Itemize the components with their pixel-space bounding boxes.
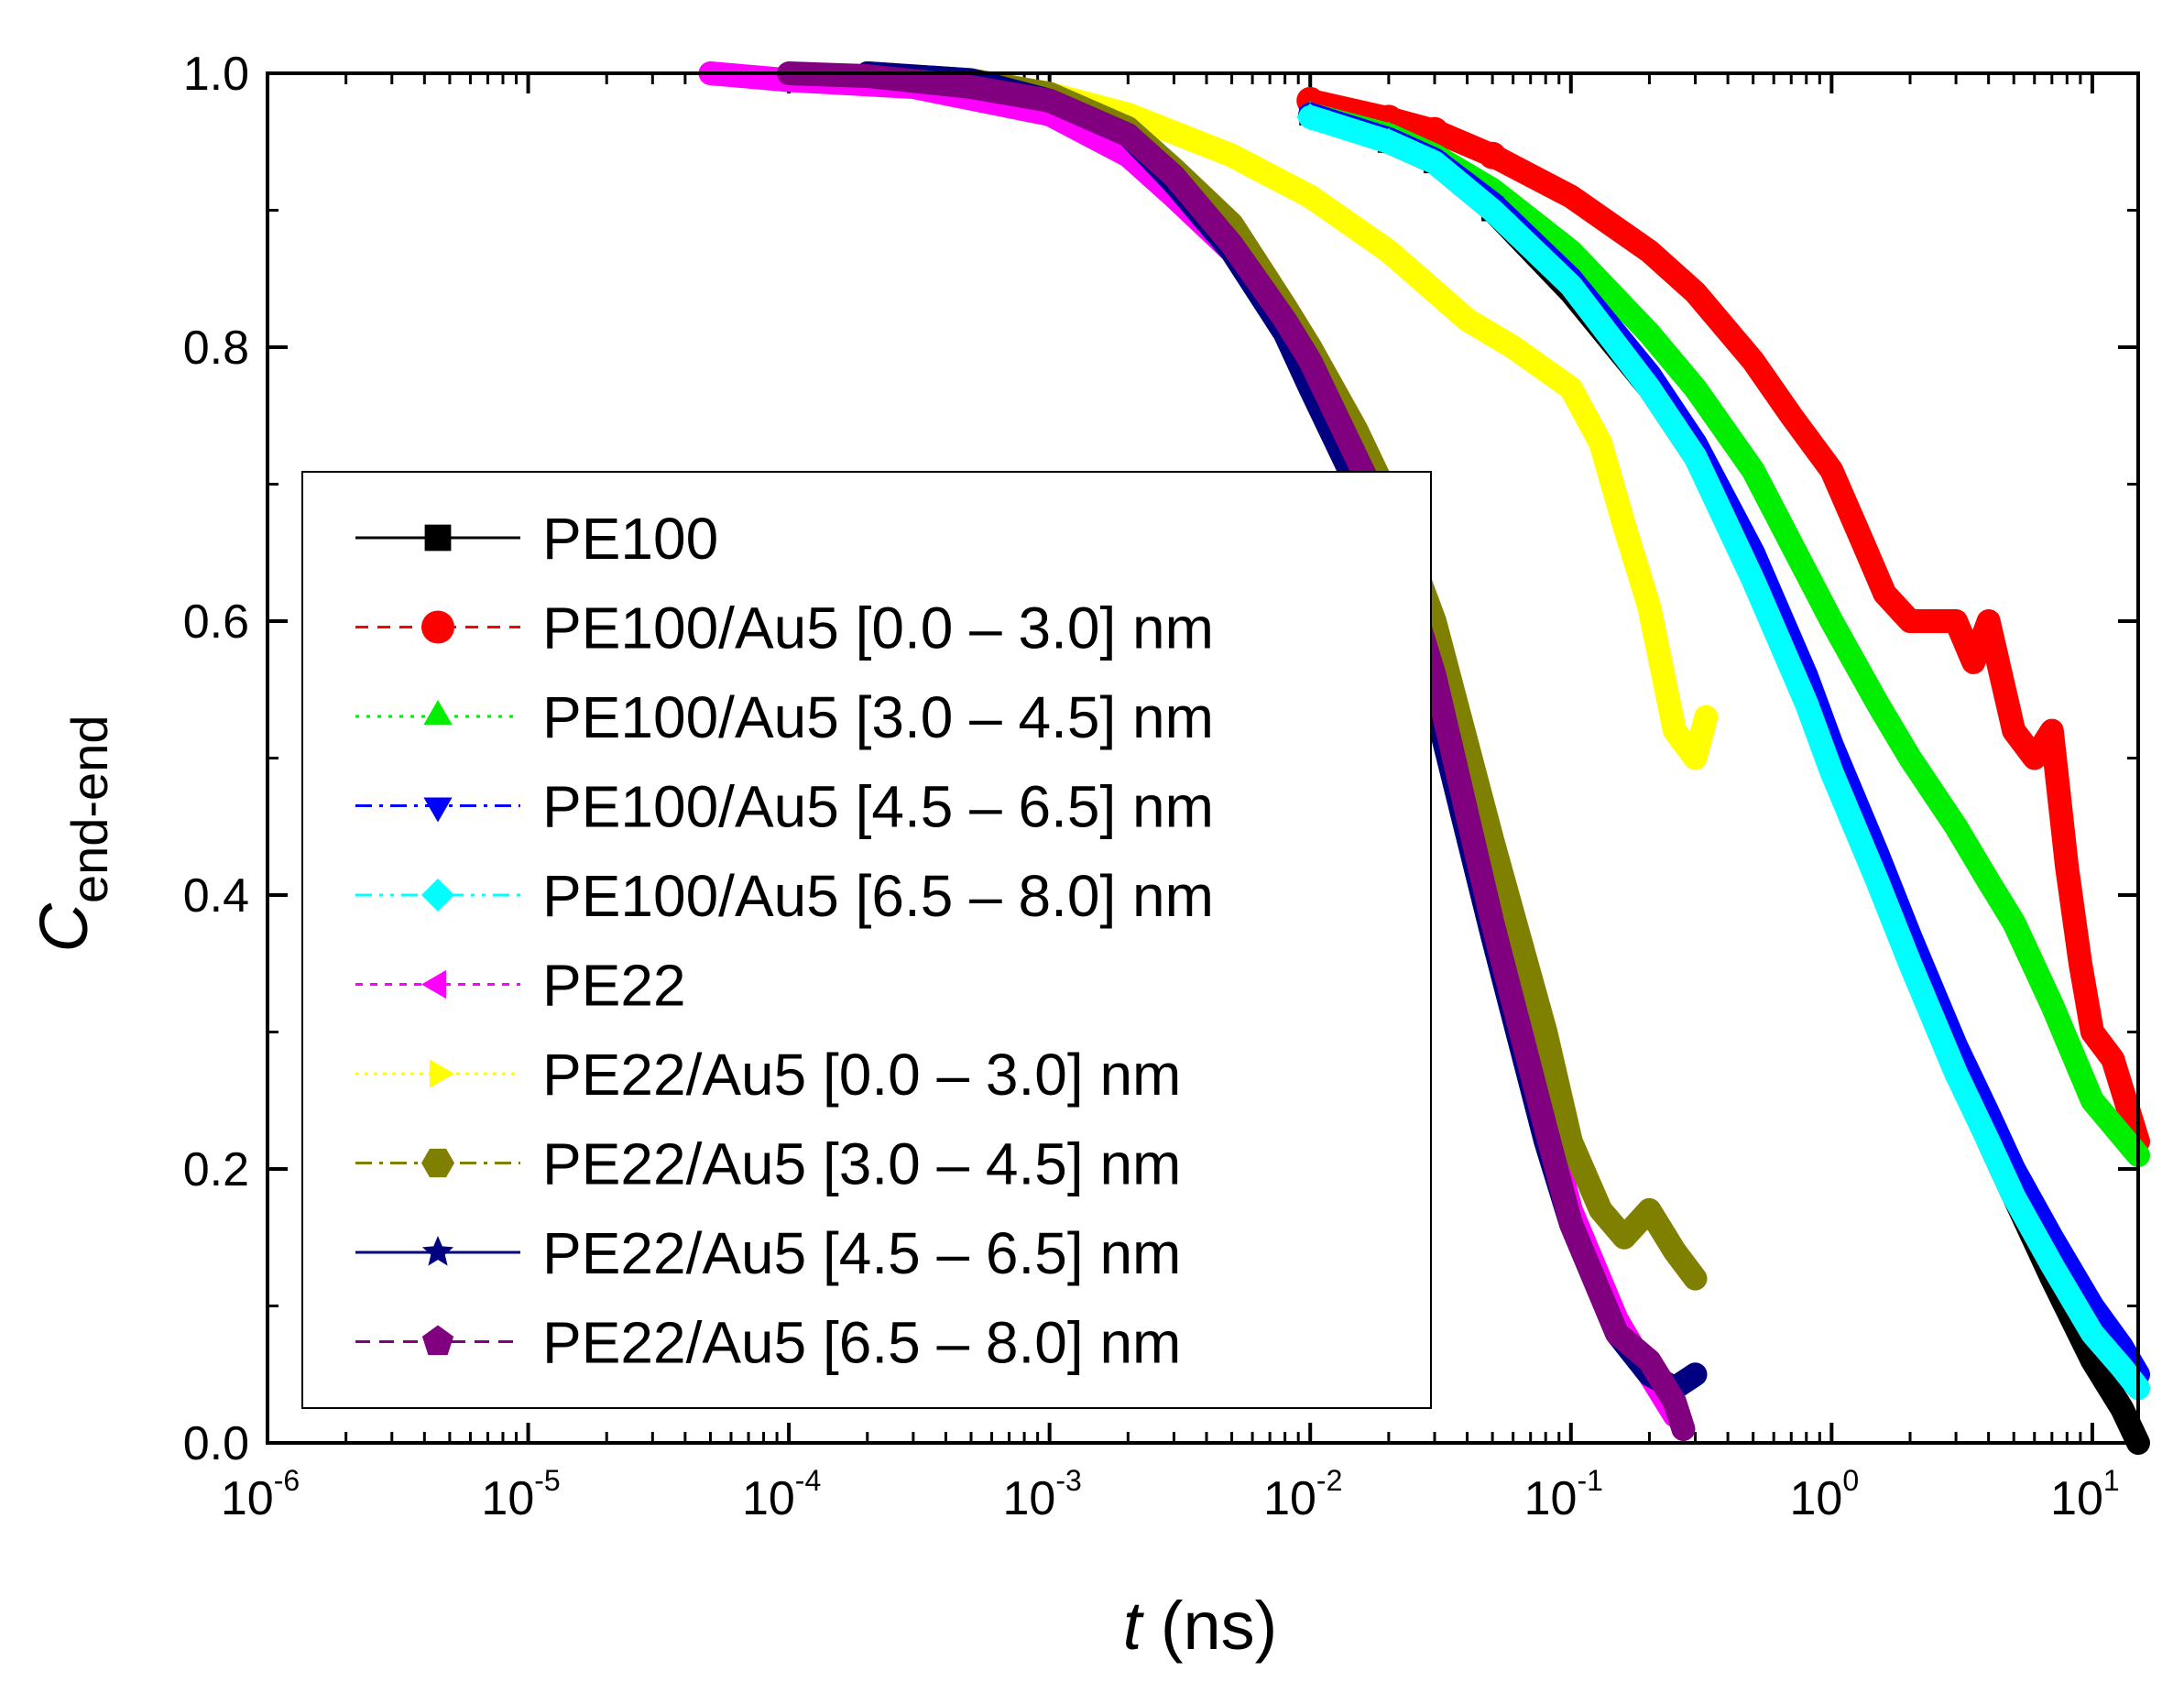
legend-marker xyxy=(421,1325,454,1356)
legend-label: PE22/Au5 [3.0 – 4.5] nm xyxy=(542,1131,1181,1197)
legend-marker xyxy=(421,879,454,912)
y-axis-title-sub: end-end xyxy=(60,715,118,904)
legend-label: PE22/Au5 [4.5 – 6.5] nm xyxy=(542,1220,1181,1286)
x-tick-label: 10-4 xyxy=(742,1464,821,1525)
legend-label: PE22/Au5 [0.0 – 3.0] nm xyxy=(542,1042,1181,1108)
legend-item: PE22 xyxy=(355,953,686,1019)
series-marker xyxy=(1479,196,1507,224)
legend-marker xyxy=(421,610,454,644)
legend: PE100 PE100/Au5 [0.0 – 3.0] nm PE100/Au5 [… xyxy=(301,471,1432,1409)
x-tick-label: 10-2 xyxy=(1263,1464,1342,1525)
plot-frame xyxy=(266,71,2140,1445)
legend-marker xyxy=(424,524,452,552)
legend-item: PE22/Au5 [4.5 – 6.5] nm xyxy=(355,1220,1181,1286)
legend-label: PE100/Au5 [3.0 – 4.5] nm xyxy=(542,684,1214,750)
y-tick-label: 0.4 xyxy=(183,869,249,923)
y-tick-label: 0.2 xyxy=(183,1143,249,1196)
series-line xyxy=(1298,104,2150,1401)
series-9 xyxy=(777,61,1696,1441)
x-tick-label: 101 xyxy=(2050,1464,2120,1525)
legend-item: PE100/Au5 [6.5 – 8.0] nm xyxy=(355,863,1214,929)
legend-label: PE22/Au5 [6.5 – 8.0] nm xyxy=(542,1310,1181,1376)
x-tick-label: 10-5 xyxy=(481,1464,560,1525)
series-4 xyxy=(1296,103,2150,1401)
legend-label: PE100/Au5 [4.5 – 6.5] nm xyxy=(542,774,1214,840)
legend-marker xyxy=(423,700,453,725)
x-axis-title-unit: (ns) xyxy=(1141,1588,1277,1664)
legend-item: PE22/Au5 [0.0 – 3.0] nm xyxy=(355,1042,1181,1108)
y-tick-label: 0.0 xyxy=(183,1417,249,1470)
series-line xyxy=(777,61,1696,1441)
y-tick-label: 0.6 xyxy=(183,595,249,649)
legend-label: PE100 xyxy=(542,506,718,572)
legend-item: PE22/Au5 [3.0 – 4.5] nm xyxy=(355,1131,1181,1197)
series-marker xyxy=(1296,103,1325,131)
series-line xyxy=(1298,88,2150,1154)
x-tick-label: 100 xyxy=(1790,1464,1860,1525)
legend-item: PE100/Au5 [4.5 – 6.5] nm xyxy=(355,774,1214,840)
legend-marker xyxy=(421,969,446,999)
x-tick-label: 10-6 xyxy=(221,1464,300,1525)
x-axis-title-var: t xyxy=(1123,1588,1145,1664)
series-marker xyxy=(1479,141,1507,169)
legend-marker xyxy=(421,1236,454,1266)
series-marker xyxy=(1421,148,1448,177)
y-axis-title: Cend-end xyxy=(26,715,118,953)
legend-item: PE22/Au5 [6.5 – 8.0] nm xyxy=(355,1310,1181,1376)
legend-item: PE100/Au5 [3.0 – 4.5] nm xyxy=(355,684,1214,750)
legend-marker xyxy=(430,1059,454,1088)
legend-item: PE100/Au5 [0.0 – 3.0] nm xyxy=(355,595,1214,661)
legend-label: PE100/Au5 [0.0 – 3.0] nm xyxy=(542,595,1214,661)
series-marker xyxy=(1374,127,1403,156)
y-axis-title-main: C xyxy=(26,902,102,952)
legend-marker xyxy=(423,797,453,823)
x-tick-label: 10-1 xyxy=(1524,1464,1603,1525)
y-tick-label: 0.8 xyxy=(183,322,249,375)
x-tick-label: 10-3 xyxy=(1003,1464,1082,1525)
x-axis-title: t (ns) xyxy=(1123,1588,1278,1664)
legend-marker xyxy=(421,1148,454,1178)
legend-label: PE22 xyxy=(542,953,686,1019)
legend-label: PE100/Au5 [6.5 – 8.0] nm xyxy=(542,863,1214,929)
legend-item: PE100 xyxy=(355,506,718,572)
series-marker xyxy=(1420,116,1448,145)
y-tick-label: 1.0 xyxy=(183,48,249,101)
